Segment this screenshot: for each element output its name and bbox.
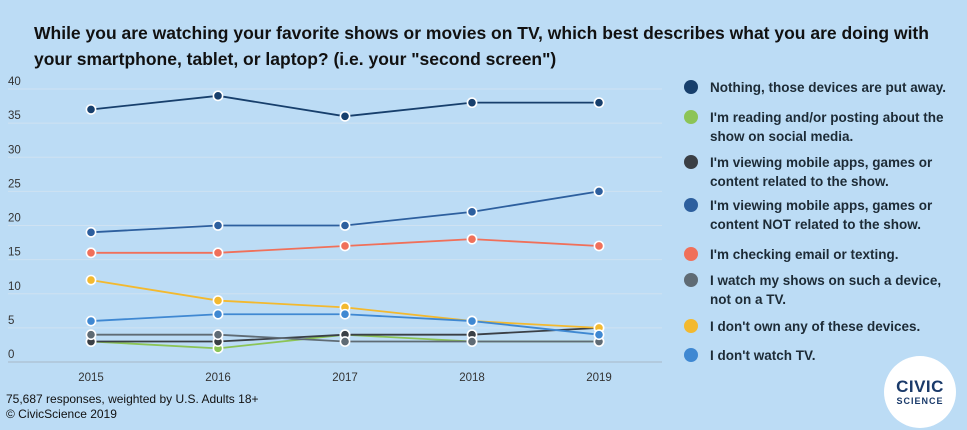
series-points [85, 90, 605, 354]
data-point [212, 90, 224, 102]
data-point [85, 329, 97, 341]
civicscience-logo: CIVIC SCIENCE [884, 356, 956, 428]
data-point [466, 233, 478, 245]
legend-label: Nothing, those devices are put away. [710, 80, 947, 95]
legend-swatch [684, 80, 698, 94]
data-point [85, 274, 97, 286]
data-point [466, 315, 478, 327]
y-tick-label: 10 [8, 281, 21, 293]
x-tick-label: 2018 [459, 372, 485, 384]
footnote: 75,687 responses, weighted by U.S. Adult… [6, 392, 259, 422]
x-tick-label: 2017 [332, 372, 358, 384]
y-axis: 0 5 10 15 20 25 30 35 40 [8, 76, 21, 361]
data-point [85, 104, 97, 115]
y-tick-label: 40 [8, 76, 21, 88]
legend-label: I'm viewing mobile apps, games or conten… [710, 198, 933, 232]
data-point [339, 220, 351, 231]
legend-swatch [684, 198, 698, 212]
data-point [339, 240, 351, 252]
y-tick-label: 5 [8, 315, 14, 327]
legend-swatch [684, 110, 698, 124]
data-point [466, 206, 478, 218]
grid [8, 88, 662, 363]
legend-swatch [684, 155, 698, 169]
legend-label: I watch my shows on such a device, not o… [710, 273, 942, 307]
copyright-note: © CivicScience 2019 [6, 407, 117, 421]
x-tick-label: 2016 [205, 372, 231, 384]
y-tick-label: 0 [8, 349, 14, 361]
legend-label: I'm checking email or texting. [710, 247, 899, 262]
legend-label: I'm reading and/or posting about the sho… [710, 110, 944, 144]
data-point [85, 247, 97, 259]
legend-label: I don't own any of these devices. [710, 319, 921, 334]
logo-text-bottom: SCIENCE [896, 395, 944, 406]
legend-swatch [684, 319, 698, 333]
response-note: 75,687 responses, weighted by U.S. Adult… [6, 392, 259, 406]
data-point [593, 185, 605, 197]
legend-label: I'm viewing mobile apps, games or conten… [710, 155, 933, 189]
y-tick-label: 25 [8, 178, 21, 190]
data-point [466, 97, 478, 109]
data-point [339, 308, 351, 320]
legend-swatch [684, 348, 698, 362]
legend-swatch [684, 273, 698, 287]
data-point [593, 240, 605, 252]
data-point [339, 336, 351, 347]
x-tick-label: 2019 [586, 372, 612, 384]
legend-label: I don't watch TV. [710, 348, 816, 363]
legend-swatch [684, 247, 698, 261]
chart-title: While you are watching your favorite sho… [34, 23, 929, 69]
data-point [212, 295, 224, 306]
data-point [85, 226, 97, 238]
y-tick-label: 15 [8, 247, 21, 259]
data-point [212, 220, 224, 231]
data-point [212, 329, 224, 341]
logo-text-top: CIVIC [896, 376, 944, 396]
data-point [593, 97, 605, 109]
data-point [466, 336, 478, 347]
x-axis: 2015 2016 2017 2018 2019 [78, 372, 612, 384]
x-tick-label: 2015 [78, 372, 104, 384]
data-point [593, 329, 605, 341]
data-point [339, 110, 351, 122]
y-tick-label: 35 [8, 110, 21, 122]
data-point [85, 315, 97, 327]
data-point [212, 247, 224, 259]
y-tick-label: 20 [8, 213, 21, 225]
data-point [212, 308, 224, 320]
y-tick-label: 30 [8, 144, 21, 156]
